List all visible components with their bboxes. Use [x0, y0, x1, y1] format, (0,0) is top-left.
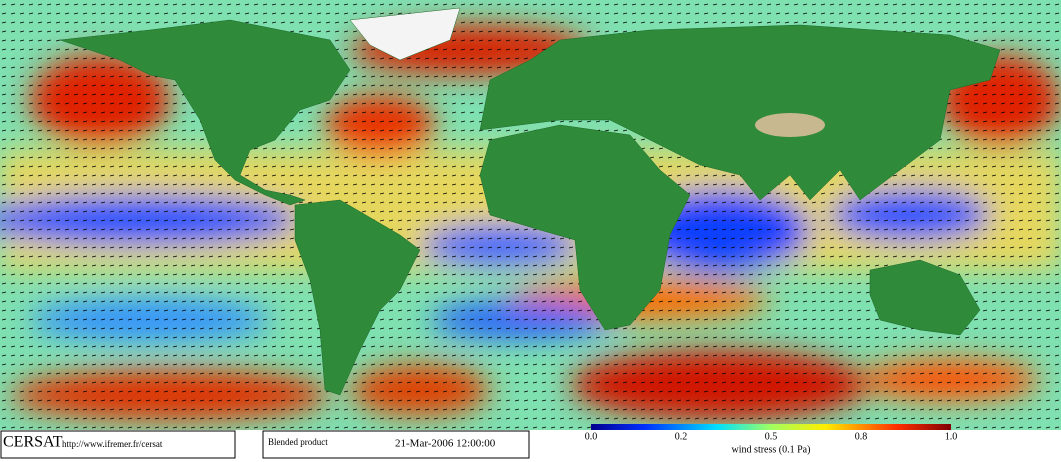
colorbar-tick-label: 0.0 — [585, 431, 598, 442]
url: http://www.ifremer.fr/cersat — [62, 439, 163, 449]
footer: CERSAT http://www.ifremer.fr/cersat Blen… — [0, 424, 1061, 462]
colorbar-label: wind stress (0.1 Pa) — [732, 444, 811, 455]
north-america — [59, 19, 351, 206]
colorbar-tick-label: 0.8 — [855, 431, 868, 442]
logo: CERSAT — [3, 434, 63, 451]
australia — [869, 259, 981, 336]
eurasia — [479, 24, 1001, 201]
date: 21-Mar-2006 12:00:00 — [395, 438, 496, 450]
south-america — [294, 199, 421, 396]
info-box — [262, 430, 530, 459]
colorbar-tick-label: 1.0 — [945, 431, 958, 442]
africa — [479, 124, 691, 331]
colorbar-tick-label: 0.5 — [765, 431, 778, 442]
colorbar-tick-label: 0.2 — [675, 431, 688, 442]
colorbar — [591, 424, 951, 430]
product: Blended product — [268, 437, 328, 447]
logo-box — [0, 430, 236, 459]
continents — [59, 7, 1001, 396]
greenland — [349, 7, 461, 61]
tibet — [755, 113, 825, 137]
